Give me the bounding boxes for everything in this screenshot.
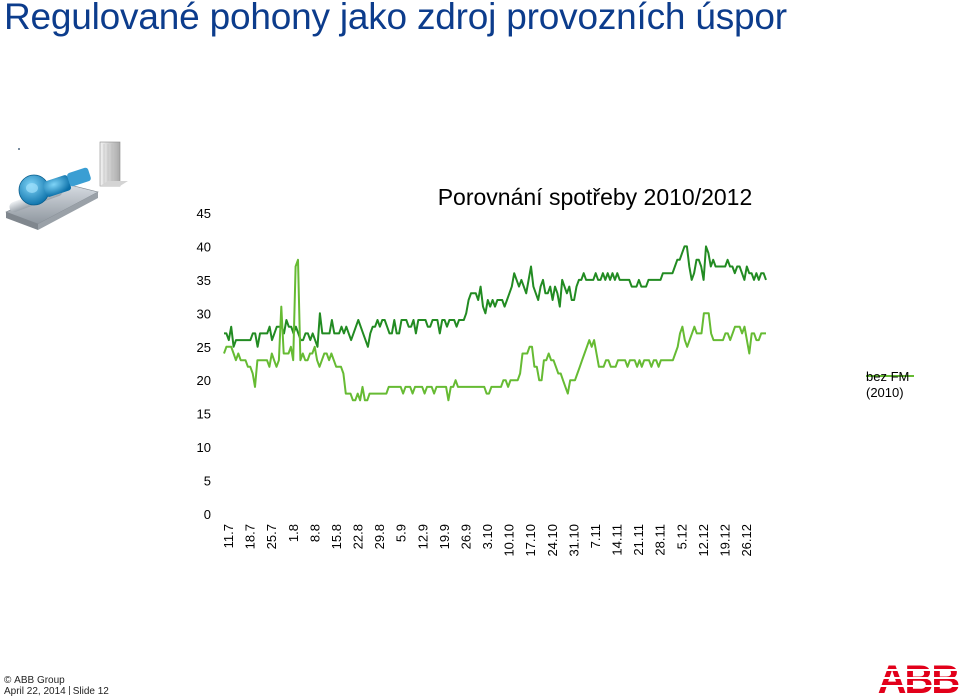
x-tick-label: 26.12 [739, 524, 754, 557]
x-tick-label: 22.8 [351, 524, 366, 549]
slide-number: Slide 12 [72, 686, 109, 697]
y-tick-label: 25 [197, 340, 211, 355]
x-tick-label: 11.7 [221, 524, 236, 548]
series-layer [223, 245, 767, 402]
legend-label: bez FM [866, 369, 909, 384]
x-tick-label: 12.12 [696, 524, 711, 557]
abb-logo: ABB [877, 660, 959, 697]
x-tick-label: 29.8 [372, 524, 387, 549]
x-tick-label: 7.11 [588, 524, 603, 548]
y-tick-label: 15 [197, 407, 211, 422]
series-line-bez-fm [223, 258, 766, 402]
x-tick-label: 1.8 [286, 524, 301, 542]
y-tick-label: 40 [197, 239, 211, 254]
x-tick-label: 17.10 [523, 524, 538, 557]
x-tick-label: 26.9 [458, 524, 473, 549]
x-tick-label: 5.12 [674, 524, 689, 549]
x-tick-label: 10.10 [502, 524, 517, 557]
y-tick-label: 35 [197, 273, 211, 288]
y-tick-label: 0 [204, 507, 211, 522]
x-tick-label: 19.12 [717, 524, 732, 557]
x-tick-label: 31.10 [566, 524, 581, 557]
series-line-2012 [224, 245, 767, 348]
y-axis: 0 5 10 15 20 25 30 35 40 45 [197, 206, 211, 522]
y-tick-label: 20 [197, 373, 211, 388]
x-tick-label: 25.7 [264, 524, 279, 549]
chart-title: Porovnání spotřeby 2010/2012 [438, 184, 753, 210]
x-tick-label: 8.8 [307, 524, 322, 542]
footer: © ABB Group April 22, 2014 Slide 12 [4, 675, 109, 697]
y-tick-label: 45 [197, 206, 211, 221]
x-tick-label: 5.9 [394, 524, 409, 542]
x-tick-label: 28.11 [653, 524, 668, 556]
legend: bez FM (2010) [866, 369, 914, 400]
y-tick-label: 30 [197, 306, 211, 321]
y-tick-label: 5 [204, 474, 211, 489]
x-tick-label: 21.11 [631, 524, 646, 556]
x-axis: 11.7 18.7 25.7 1.8 8.8 15.8 22.8 29.8 5.9 12.9 19.… [221, 524, 754, 557]
pump-motor-icon [5, 141, 128, 230]
x-tick-label: 12.9 [415, 524, 430, 549]
slide-title: Regulované pohony jako zdroj provozních … [4, 0, 787, 37]
x-tick-label: 3.10 [480, 524, 495, 549]
copyright-symbol: © [4, 675, 12, 686]
x-tick-label: 14.11 [610, 524, 625, 556]
x-tick-label: 18.7 [243, 524, 258, 549]
x-tick-label: 15.8 [329, 524, 344, 549]
y-tick-label: 10 [197, 440, 211, 455]
footer-company: ABB Group [14, 675, 65, 686]
x-tick-label: 24.10 [545, 524, 560, 557]
legend-label-cont: (2010) [866, 385, 904, 400]
x-tick-label: 19.9 [437, 524, 452, 549]
footer-date: April 22, 2014 [4, 686, 66, 697]
